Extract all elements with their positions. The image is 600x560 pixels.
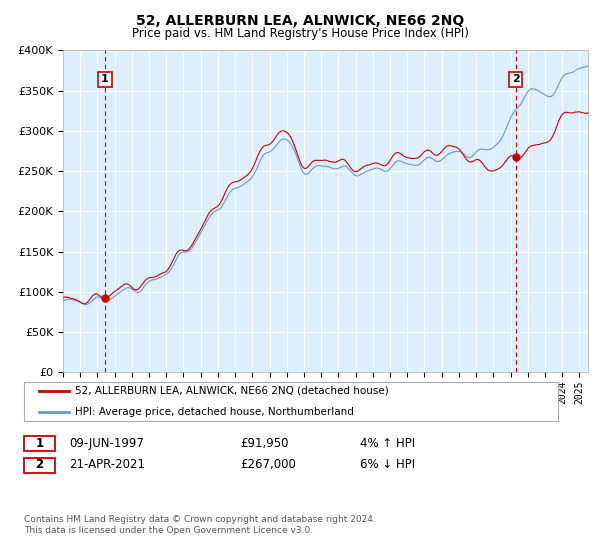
Text: 1: 1 <box>101 74 109 85</box>
Text: £91,950: £91,950 <box>240 437 289 450</box>
Text: Contains HM Land Registry data © Crown copyright and database right 2024.: Contains HM Land Registry data © Crown c… <box>24 515 376 524</box>
Text: 1: 1 <box>35 437 44 450</box>
Text: 52, ALLERBURN LEA, ALNWICK, NE66 2NQ (detached house): 52, ALLERBURN LEA, ALNWICK, NE66 2NQ (de… <box>75 386 389 396</box>
Text: 52, ALLERBURN LEA, ALNWICK, NE66 2NQ: 52, ALLERBURN LEA, ALNWICK, NE66 2NQ <box>136 14 464 28</box>
Text: HPI: Average price, detached house, Northumberland: HPI: Average price, detached house, Nort… <box>75 407 354 417</box>
Text: 09-JUN-1997: 09-JUN-1997 <box>69 437 144 450</box>
Text: 21-APR-2021: 21-APR-2021 <box>69 458 145 472</box>
Text: 4% ↑ HPI: 4% ↑ HPI <box>360 437 415 450</box>
Text: 2: 2 <box>35 458 44 472</box>
Text: £267,000: £267,000 <box>240 458 296 472</box>
Text: This data is licensed under the Open Government Licence v3.0.: This data is licensed under the Open Gov… <box>24 526 313 535</box>
Text: 2: 2 <box>512 74 520 85</box>
Text: Price paid vs. HM Land Registry's House Price Index (HPI): Price paid vs. HM Land Registry's House … <box>131 27 469 40</box>
Text: 6% ↓ HPI: 6% ↓ HPI <box>360 458 415 472</box>
